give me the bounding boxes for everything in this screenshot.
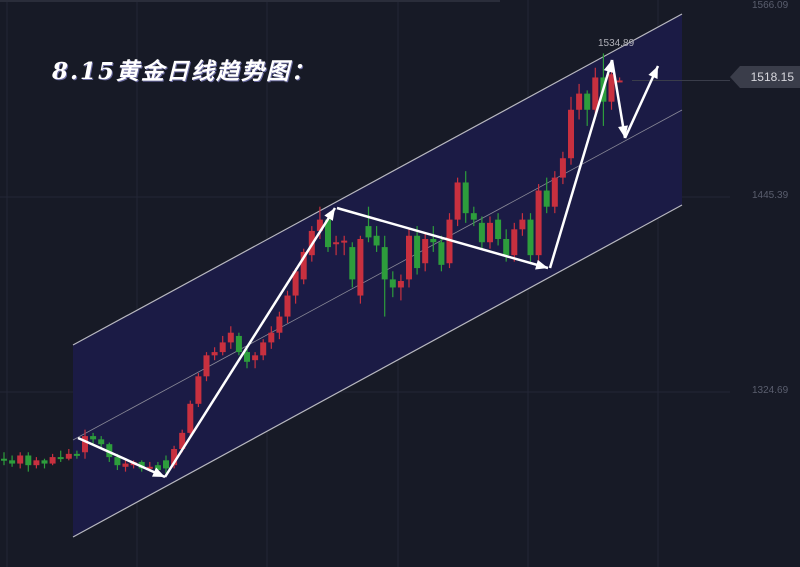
candle-body (341, 240, 348, 243)
candle-body (1, 458, 7, 461)
candle-body (478, 222, 485, 243)
trend-arrow-line (336, 206, 549, 270)
candle-body (57, 457, 64, 460)
candle-body (284, 295, 291, 317)
candle-body (373, 235, 380, 246)
candle-body (608, 74, 615, 102)
candle-body (503, 239, 510, 256)
candle-body (519, 219, 526, 230)
arrow-head-icon (324, 208, 335, 221)
candle-body (487, 222, 493, 243)
candle-body (462, 182, 469, 214)
trend-arrow-line (77, 436, 166, 479)
candle-body (90, 436, 97, 440)
candle-body (195, 376, 202, 404)
high-price-label: 1534.89 (598, 38, 635, 49)
candle-body (203, 355, 210, 377)
candle-body (25, 455, 32, 466)
candle-body (397, 281, 404, 288)
candle-body (389, 279, 396, 288)
candle-body (252, 355, 259, 361)
trend-arrow-line (163, 207, 337, 478)
candle-body (268, 332, 275, 343)
candle-body (17, 455, 24, 464)
last-price-tag: 1518.15 (730, 66, 800, 88)
trend-arrow-line (610, 59, 627, 139)
channel-fill (73, 14, 682, 537)
candle-body (381, 247, 388, 280)
candle-body (106, 444, 113, 458)
arrow-head-icon (603, 60, 614, 73)
trend-arrow-line (623, 65, 660, 139)
candle-body (414, 235, 421, 269)
candle-body (65, 453, 72, 459)
candle-body (454, 182, 461, 220)
candle-body (438, 242, 445, 265)
candle-body (616, 80, 623, 83)
y-tick-label: 1445.39 (752, 190, 789, 201)
candle-body (171, 449, 178, 466)
candle-body (316, 219, 323, 231)
candle-body (211, 352, 218, 356)
candle-body (511, 229, 518, 256)
candle-body (430, 239, 437, 243)
candle-body (527, 219, 534, 256)
candle-body (292, 271, 299, 296)
candle-body (470, 213, 477, 220)
candle-body (559, 158, 566, 178)
candle-body (114, 457, 121, 466)
candle-body (9, 460, 16, 464)
candle-body (568, 109, 574, 159)
trend-arrow-line (548, 59, 614, 269)
candle-body (227, 332, 234, 343)
candle-body (187, 403, 194, 433)
candle-body (179, 432, 186, 450)
candle-body (584, 93, 591, 110)
candle-body (325, 219, 331, 248)
candle-body (300, 251, 307, 280)
candle-body (73, 453, 80, 456)
arrow-head-icon (648, 66, 658, 79)
channel-middle-line (72, 109, 683, 441)
candle-body (98, 439, 105, 445)
candle-body (349, 247, 356, 280)
chart-title: 8.15黄金日线趋势图： (52, 58, 317, 85)
candle-body (406, 235, 412, 280)
candle-body (82, 436, 88, 453)
candle-body (260, 342, 267, 356)
candle-body (535, 190, 542, 256)
candle-body (543, 190, 550, 207)
candle-body (244, 352, 250, 362)
channel-upper-line (72, 13, 683, 346)
arrow-head-icon (535, 259, 548, 270)
candle-body (138, 461, 145, 469)
y-tick-label: 1324.69 (752, 385, 789, 396)
candle-body (333, 242, 340, 245)
candle-body (551, 177, 558, 207)
candle-body (576, 93, 583, 110)
candle-body (49, 457, 56, 464)
candle-body (154, 465, 161, 471)
candle-body (235, 335, 242, 353)
candle-body (592, 77, 599, 110)
candle-body (446, 219, 453, 264)
candle-body (163, 460, 169, 469)
channel-lower-line (72, 204, 683, 538)
candle-body (495, 219, 502, 240)
candle-body (146, 466, 153, 469)
candle-body (33, 460, 40, 466)
candle-body (122, 463, 129, 467)
candle-body (41, 460, 48, 464)
candle-body (365, 226, 372, 238)
candle-body (422, 239, 429, 264)
candle-body (276, 316, 283, 333)
candle-body (219, 342, 226, 353)
arrow-head-icon (152, 467, 165, 477)
y-tick-label: 1566.09 (752, 0, 789, 11)
candle-body (357, 239, 364, 296)
